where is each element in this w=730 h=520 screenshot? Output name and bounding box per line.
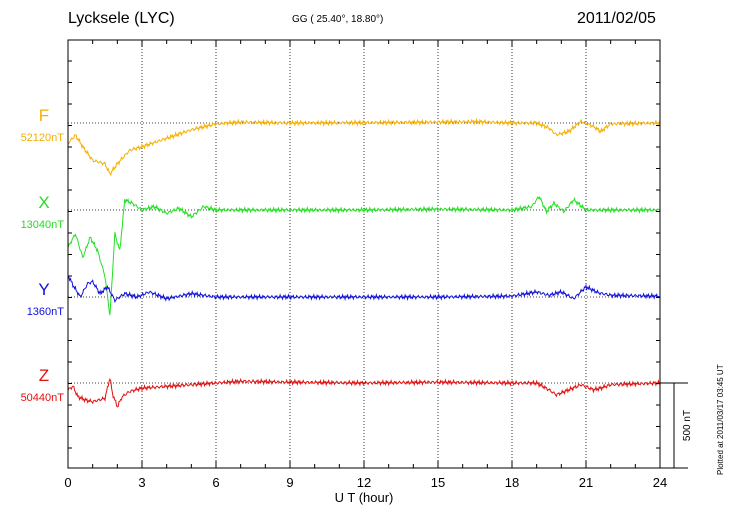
x-tick-label: 9 [286, 475, 293, 490]
series-line-z [67, 377, 661, 408]
plot-date: 2011/02/05 [577, 10, 656, 27]
series-baseline-x: 13040nT [21, 219, 65, 231]
series-name-x: X [38, 193, 49, 212]
series-name-y: Y [38, 280, 49, 299]
x-axis-label: U T (hour) [335, 490, 394, 505]
station-title: Lycksele (LYC) [68, 10, 175, 27]
series-baseline-y: 1360nT [27, 306, 65, 318]
series-line-x [67, 195, 661, 316]
x-tick-label: 0 [64, 475, 71, 490]
x-tick-label: 12 [357, 475, 371, 490]
scale-bar: 500 nT [660, 382, 693, 469]
series-baseline-f: 52120nT [21, 132, 65, 144]
geographic-coordinates: GG ( 25.40°, 18.80°) [292, 14, 384, 25]
series-line-y [67, 275, 661, 303]
grid-lines [68, 40, 660, 468]
axis-ticks: 0 3 6 9 12 15 18 21 24 [64, 40, 667, 490]
x-tick-label: 15 [431, 475, 445, 490]
x-tick-label: 21 [579, 475, 593, 490]
x-tick-label: 3 [138, 475, 145, 490]
scale-bar-label: 500 nT [682, 410, 693, 441]
series-name-z: Z [39, 366, 49, 385]
series-baseline-z: 50440nT [21, 392, 65, 404]
x-tick-label: 18 [505, 475, 519, 490]
series-name-f: F [39, 106, 49, 125]
series-group: F 52120nT X 13040nT Y 1360nT Z 50440nT [21, 106, 661, 408]
series-line-f [67, 117, 661, 177]
x-tick-label: 24 [653, 475, 667, 490]
x-tick-label: 6 [212, 475, 219, 490]
